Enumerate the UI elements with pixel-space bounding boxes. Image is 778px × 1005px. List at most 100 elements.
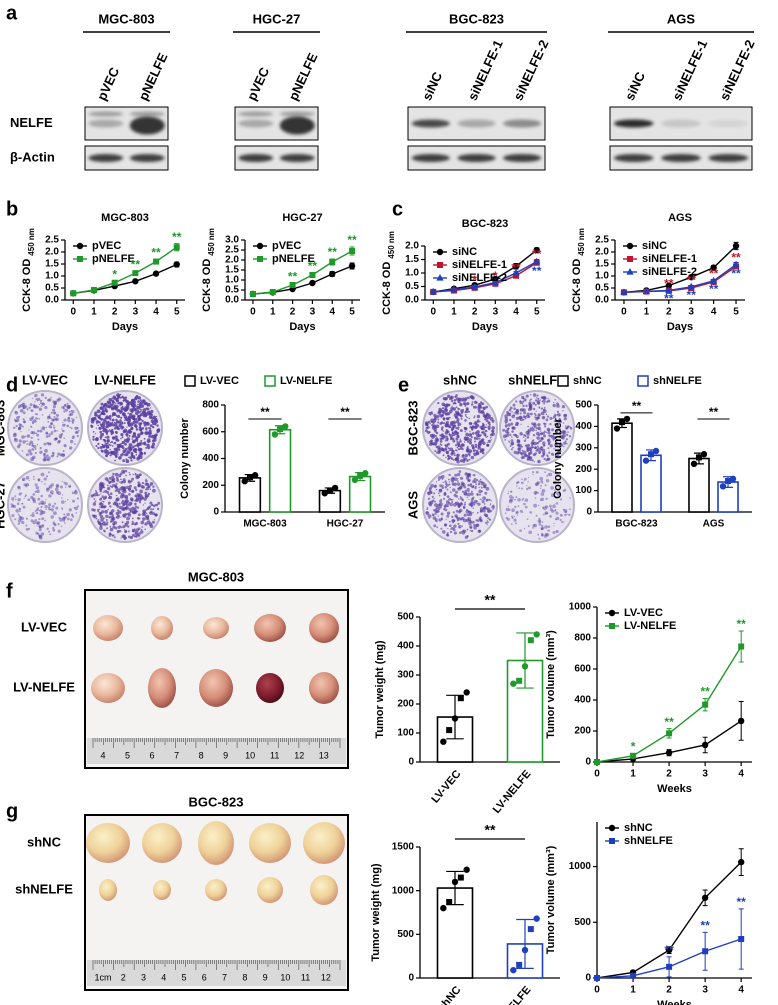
data-point	[452, 879, 458, 885]
colony-dot	[135, 532, 137, 534]
colony-dot	[451, 478, 455, 482]
colony-dot	[505, 512, 507, 514]
colony-dot	[63, 406, 65, 408]
colony-dot	[106, 425, 109, 428]
colony-dot	[447, 532, 449, 534]
colony-dot	[450, 452, 453, 455]
colony-dot	[32, 421, 34, 423]
colony-dot	[538, 428, 540, 430]
colony-dot	[441, 414, 444, 417]
blot-band	[88, 112, 123, 117]
colony-dot	[112, 473, 114, 475]
colony-dot	[126, 458, 128, 460]
data-point	[653, 448, 659, 454]
lane-label: pNELFE	[285, 50, 320, 102]
colony-dot	[46, 488, 50, 492]
legend-swatch	[638, 376, 648, 386]
colony-dot	[66, 419, 68, 421]
colony-dot	[55, 488, 59, 492]
colony-dot	[511, 516, 513, 518]
colony-dot	[76, 431, 79, 434]
y-axis-label: Tumor weight (mg)	[370, 863, 382, 962]
colony-dot	[491, 439, 492, 440]
colony-dot	[538, 461, 540, 463]
colony-dot	[95, 491, 97, 493]
colony-dot	[100, 406, 104, 410]
colony-dot	[105, 437, 107, 439]
colony-dot	[515, 411, 517, 413]
colony-dot	[448, 447, 450, 449]
x-tick-label: 4	[711, 307, 717, 318]
colony-dot	[103, 418, 107, 422]
colony-dot	[536, 515, 538, 517]
colony-dot	[547, 439, 550, 442]
colony-dot	[135, 473, 137, 475]
colony-dot	[120, 443, 122, 445]
blot-band	[238, 112, 273, 117]
y-axis-label-main: Tumor weight (mg)	[370, 863, 382, 962]
colony-dot	[35, 432, 37, 434]
colony-dot	[26, 476, 30, 480]
colony-dot	[433, 492, 435, 494]
colony-dot	[16, 425, 18, 427]
colony-dot	[565, 425, 566, 426]
colony-dot	[526, 485, 527, 486]
colony-dot	[49, 443, 51, 445]
colony-dot	[556, 402, 559, 405]
colony-dot	[32, 456, 36, 460]
colony-dot	[107, 487, 110, 490]
colony-dot	[114, 427, 116, 429]
colony-dot	[487, 436, 489, 438]
colony-dot	[448, 474, 450, 476]
y-axis-label-main: CCK-8 OD	[21, 259, 33, 312]
marker	[349, 263, 355, 269]
colony-dot	[454, 474, 457, 477]
colony-dot	[110, 533, 111, 534]
colony-dot	[121, 493, 124, 496]
colony-dot	[531, 445, 533, 447]
significance: **	[347, 233, 357, 247]
tumor	[309, 613, 339, 643]
colony-dot	[91, 420, 95, 424]
significance: **	[260, 405, 270, 419]
colony-dot	[526, 444, 529, 447]
legend-label: LV-NELFE	[280, 375, 332, 387]
colony-dot	[509, 434, 511, 436]
colony-dot	[145, 480, 148, 483]
colony-dot	[441, 478, 443, 480]
data-point	[510, 967, 516, 973]
colony-dot	[77, 497, 79, 499]
colony-dot	[449, 481, 450, 482]
colony-dot	[528, 531, 532, 535]
colony-dot	[15, 509, 19, 513]
colony-dot	[99, 483, 102, 486]
legend-marker	[77, 243, 83, 249]
colony-dot	[548, 447, 550, 449]
colony-dot	[482, 423, 484, 425]
colony-dot	[510, 445, 512, 447]
colony-dot	[446, 534, 449, 537]
colony-dot	[563, 509, 565, 511]
colony-dot	[514, 516, 515, 517]
y-axis-label-main: Colony number	[179, 417, 191, 498]
colony-dot	[473, 450, 474, 451]
colony-dot	[72, 500, 75, 503]
colony-dot	[135, 427, 137, 429]
colony-dot	[45, 427, 47, 429]
colony-dot	[439, 489, 442, 492]
colony-dot	[103, 427, 105, 429]
colony-dot	[537, 403, 539, 405]
colony-dot	[522, 405, 524, 407]
colony-dot	[467, 497, 468, 498]
colony-dot	[458, 448, 460, 450]
colony-dot	[566, 443, 567, 444]
colony-dot	[467, 484, 470, 487]
marker	[70, 290, 76, 296]
colony-dot	[546, 418, 549, 421]
tumor	[153, 880, 171, 900]
colony-dot	[99, 494, 100, 495]
legend-label: siNELFE-1	[642, 253, 697, 265]
colony-dot	[141, 485, 144, 488]
colony-dot	[101, 450, 103, 452]
colony-dot	[471, 498, 474, 501]
